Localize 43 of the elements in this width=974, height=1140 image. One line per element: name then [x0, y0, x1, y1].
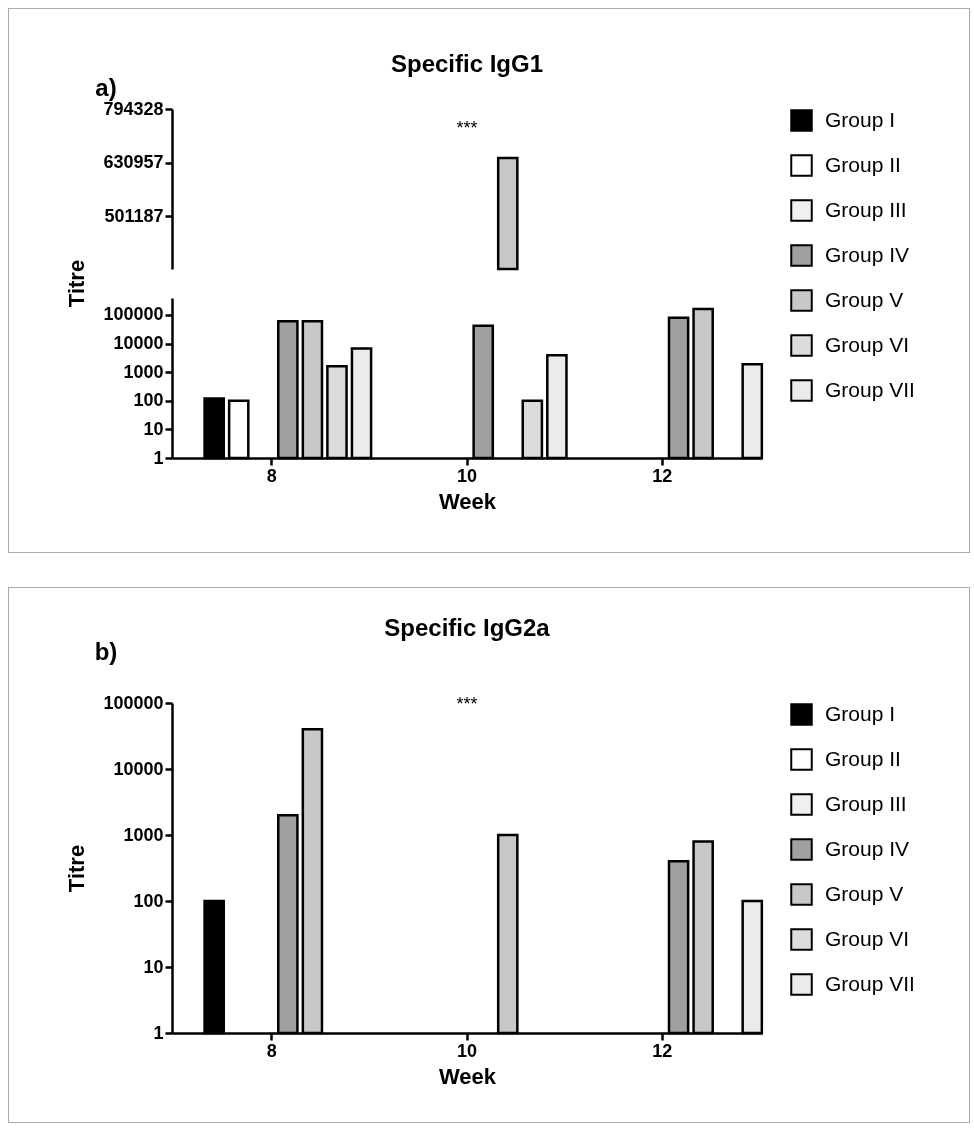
- legend-label: Group VI: [825, 926, 910, 950]
- legend-label: Group VII: [825, 971, 915, 995]
- x-tick-label: 12: [652, 465, 673, 486]
- legend-label: Group VII: [825, 377, 915, 401]
- y-tick-label: 100000: [103, 692, 164, 713]
- legend-label: Group II: [825, 746, 901, 770]
- legend-label: Group IV: [825, 836, 910, 860]
- y-axis-title: Titre: [64, 259, 90, 308]
- y-tick-label: 10000: [113, 758, 164, 779]
- x-tick-label: 8: [266, 465, 277, 486]
- x-tick-label: 8: [266, 1040, 277, 1061]
- x-axis-title: Week: [438, 1063, 497, 1089]
- y-tick-label: 10: [143, 418, 164, 439]
- y-tick-label: 630957: [103, 152, 164, 173]
- x-axis-title: Week: [438, 488, 497, 514]
- text: b): [94, 638, 118, 665]
- legend-label: Group III: [825, 791, 907, 815]
- annotation: ***: [456, 118, 478, 138]
- legend-label: Group VI: [825, 332, 910, 356]
- y-tick-label: 10000: [113, 333, 164, 354]
- legend-label: Group V: [825, 881, 904, 905]
- y-tick-label: 1: [153, 447, 164, 468]
- y-tick-label: 1000: [123, 824, 164, 845]
- x-tick-label: 12: [652, 1040, 673, 1061]
- y-tick-label: 1000: [123, 361, 164, 382]
- x-tick-label: 10: [456, 465, 478, 486]
- y-tick-label: 100: [133, 390, 164, 411]
- legend-label: Group I: [825, 107, 896, 131]
- legend-label: Group V: [825, 287, 904, 311]
- y-tick-label: 100: [133, 890, 164, 911]
- chart-title: Specific IgG2a: [384, 614, 551, 641]
- annotation: ***: [456, 694, 478, 714]
- chart-title: Specific IgG1: [390, 50, 544, 77]
- legend-label: Group IV: [825, 242, 910, 266]
- legend-label: Group I: [825, 701, 896, 725]
- x-tick-label: 10: [456, 1040, 478, 1061]
- y-tick-label: 100000: [103, 304, 164, 325]
- legend-label: Group III: [825, 197, 907, 221]
- legend-label: Group II: [825, 152, 901, 176]
- y-tick-label: 501187: [104, 205, 164, 226]
- y-axis-title: Titre: [64, 844, 90, 893]
- y-tick-label: 10: [143, 956, 164, 977]
- y-tick-label: 1: [153, 1022, 164, 1043]
